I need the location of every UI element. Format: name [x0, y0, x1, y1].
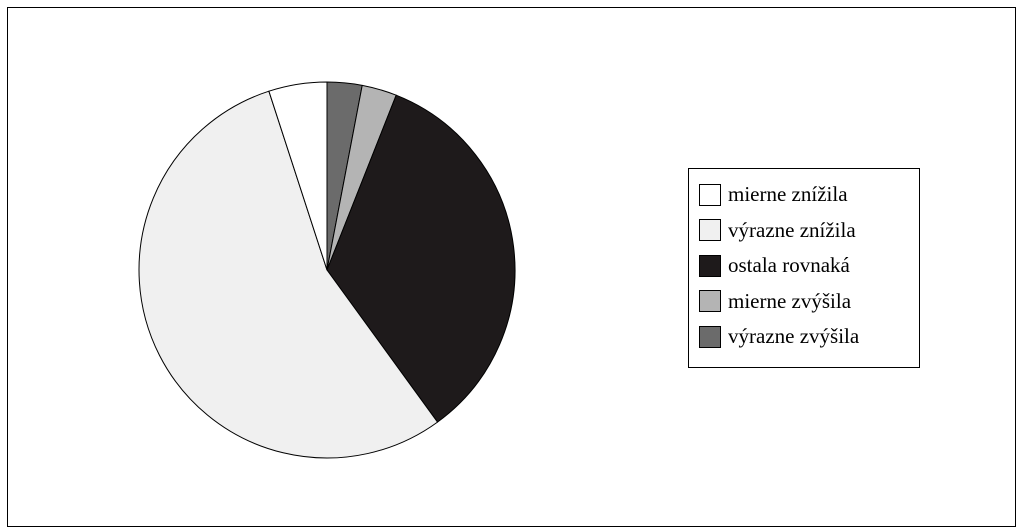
pie-slice-ostala-rovnaka — [326, 94, 516, 423]
legend-item-vyrazne-znizila: výrazne znížila — [699, 213, 919, 249]
legend-item-ostala-rovnaka: ostala rovnaká — [699, 248, 919, 284]
legend-item-mierne-znizila: mierne znížila — [699, 177, 919, 213]
pie-slice-mierne-znizila — [268, 81, 328, 271]
legend-label: mierne znížila — [728, 182, 848, 207]
legend-swatch — [699, 219, 721, 242]
legend-item-vyrazne-zvysila: výrazne zvýšila — [699, 319, 919, 355]
legend: mierne znížila výrazne znížila ostala ro… — [688, 168, 920, 368]
legend-swatch — [699, 254, 721, 277]
legend-label: výrazne znížila — [728, 217, 856, 242]
legend-swatch — [699, 183, 721, 206]
legend-swatch — [699, 290, 721, 313]
pie-slice-vyrazne-znizila — [138, 90, 438, 459]
legend-label: výrazne zvýšila — [728, 324, 860, 349]
legend-swatch — [699, 325, 721, 348]
legend-label: mierne zvýšila — [728, 288, 852, 313]
legend-item-mierne-zvysila: mierne zvýšila — [699, 284, 919, 320]
legend-label: ostala rovnaká — [728, 253, 850, 278]
